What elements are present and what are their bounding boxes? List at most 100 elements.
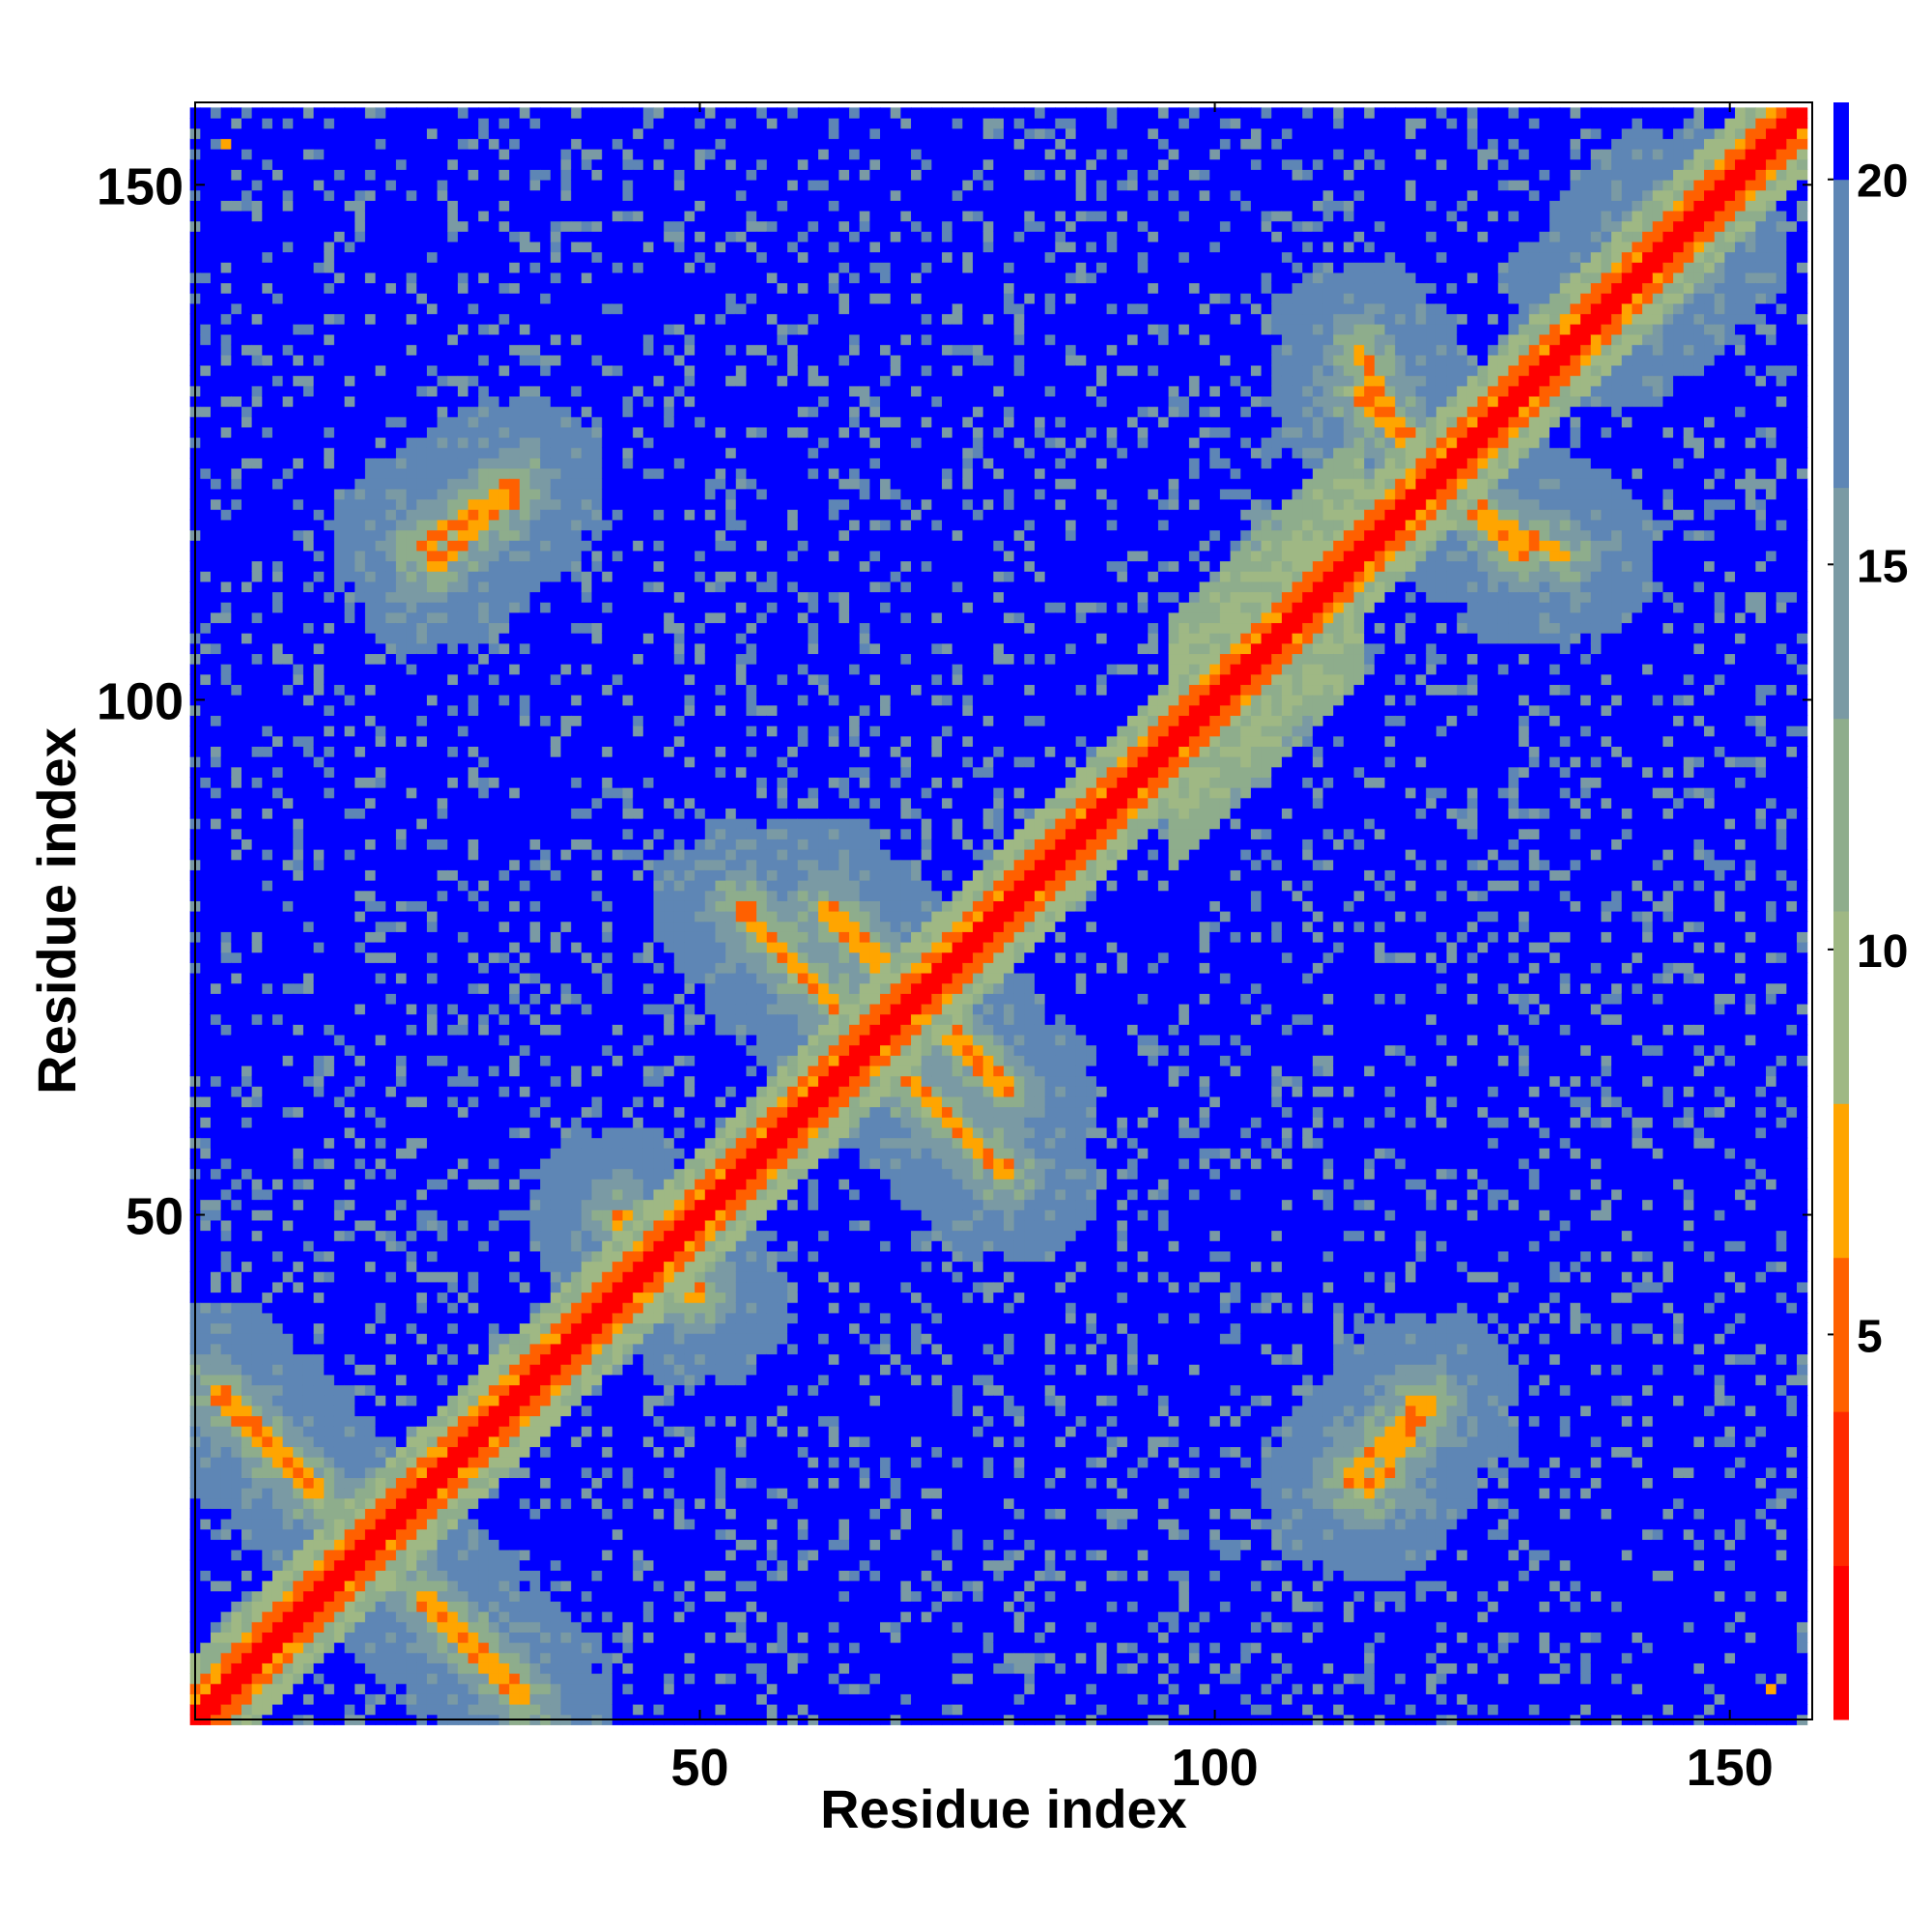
heatmap-cell xyxy=(211,416,221,427)
heatmap-cell xyxy=(303,314,314,325)
heatmap-cell xyxy=(303,860,314,870)
heatmap-cell xyxy=(478,1200,489,1210)
heatmap-cell xyxy=(407,458,417,469)
heatmap-cell xyxy=(303,1570,314,1580)
heatmap-cell xyxy=(272,1549,283,1560)
heatmap-cell xyxy=(283,1395,294,1406)
heatmap-cell xyxy=(478,1282,489,1293)
heatmap-cell xyxy=(272,1591,283,1602)
heatmap-cell xyxy=(427,334,438,345)
heatmap-cell xyxy=(499,1653,510,1663)
heatmap-cell xyxy=(283,180,294,190)
heatmap-cell xyxy=(499,1395,510,1406)
heatmap-cell xyxy=(499,777,510,787)
heatmap-cell xyxy=(499,746,510,756)
heatmap-cell xyxy=(365,1622,376,1633)
heatmap-cell xyxy=(231,509,242,520)
heatmap-cell xyxy=(252,262,263,272)
heatmap-cell xyxy=(478,407,489,417)
heatmap-cell xyxy=(458,1086,469,1096)
heatmap-cell xyxy=(211,829,221,839)
heatmap-cell xyxy=(252,149,263,159)
heatmap-cell xyxy=(211,1477,221,1488)
heatmap-cell xyxy=(283,1313,294,1323)
heatmap-cell xyxy=(469,1313,479,1323)
heatmap-cell xyxy=(509,777,520,787)
heatmap-cell xyxy=(293,1704,303,1715)
heatmap-cell xyxy=(314,365,325,376)
heatmap-cell xyxy=(293,798,303,809)
heatmap-cell xyxy=(334,324,345,334)
heatmap-cell xyxy=(427,777,438,787)
heatmap-cell xyxy=(293,551,303,561)
heatmap-cell xyxy=(334,1127,345,1138)
heatmap-cell xyxy=(509,1086,520,1096)
heatmap-cell xyxy=(447,376,458,386)
heatmap-cell xyxy=(262,314,272,325)
heatmap-cell xyxy=(211,180,221,190)
heatmap-cell xyxy=(469,1693,479,1704)
heatmap-cell xyxy=(447,1004,458,1014)
heatmap-cell xyxy=(345,1035,355,1045)
heatmap-cell xyxy=(365,705,376,716)
heatmap-cell xyxy=(376,1446,386,1457)
heatmap-cell xyxy=(221,293,232,303)
heatmap-cell xyxy=(416,128,427,139)
heatmap-cell xyxy=(469,211,479,221)
heatmap-cell xyxy=(355,1086,365,1096)
heatmap-cell xyxy=(231,684,242,695)
heatmap-cell xyxy=(376,1673,386,1684)
heatmap-cell xyxy=(334,993,345,1004)
heatmap-cell xyxy=(200,1395,211,1406)
heatmap-cell xyxy=(416,1642,427,1653)
heatmap-cell xyxy=(231,107,242,118)
heatmap-cell xyxy=(416,1148,427,1158)
heatmap-cell xyxy=(293,149,303,159)
heatmap-cell xyxy=(303,643,314,654)
heatmap-cell xyxy=(469,1632,479,1642)
heatmap-cell xyxy=(396,540,407,551)
heatmap-cell xyxy=(355,767,365,778)
heatmap-cell xyxy=(200,355,211,365)
heatmap-cell xyxy=(438,1014,448,1025)
heatmap-cell xyxy=(200,664,211,674)
heatmap-cell xyxy=(324,1508,334,1519)
heatmap-cell xyxy=(376,376,386,386)
heatmap-cell xyxy=(407,396,417,407)
heatmap-cell xyxy=(303,591,314,602)
heatmap-cell xyxy=(376,1035,386,1045)
heatmap-cell xyxy=(200,1138,211,1149)
heatmap-cell xyxy=(345,1086,355,1096)
heatmap-cell xyxy=(272,973,283,983)
heatmap-cell xyxy=(221,509,232,520)
heatmap-cell xyxy=(262,808,272,818)
heatmap-cell xyxy=(211,705,221,716)
heatmap-cell xyxy=(438,849,448,860)
heatmap-cell xyxy=(416,1313,427,1323)
heatmap-cell xyxy=(252,1004,263,1014)
heatmap-cell xyxy=(283,777,294,787)
heatmap-cell xyxy=(416,1293,427,1303)
heatmap-cell xyxy=(385,1313,396,1323)
heatmap-cell xyxy=(396,838,407,849)
heatmap-cell xyxy=(385,674,396,685)
heatmap-cell xyxy=(324,1457,334,1467)
heatmap-cell xyxy=(242,1406,252,1416)
heatmap-cell xyxy=(416,1117,427,1127)
heatmap-cell xyxy=(385,1601,396,1611)
heatmap-cell xyxy=(469,303,479,314)
heatmap-cell xyxy=(252,653,263,664)
heatmap-cell xyxy=(262,1426,272,1436)
heatmap-cell xyxy=(509,1642,520,1653)
heatmap-cell xyxy=(334,602,345,612)
heatmap-cell xyxy=(385,684,396,695)
heatmap-cell xyxy=(447,664,458,674)
heatmap-cell xyxy=(200,1498,211,1509)
heatmap-cell xyxy=(489,622,499,633)
heatmap-cell xyxy=(283,674,294,685)
heatmap-cell xyxy=(458,529,469,540)
heatmap-cell xyxy=(211,1601,221,1611)
heatmap-cell xyxy=(242,725,252,736)
heatmap-cell xyxy=(438,1220,448,1231)
heatmap-cell xyxy=(499,1127,510,1138)
